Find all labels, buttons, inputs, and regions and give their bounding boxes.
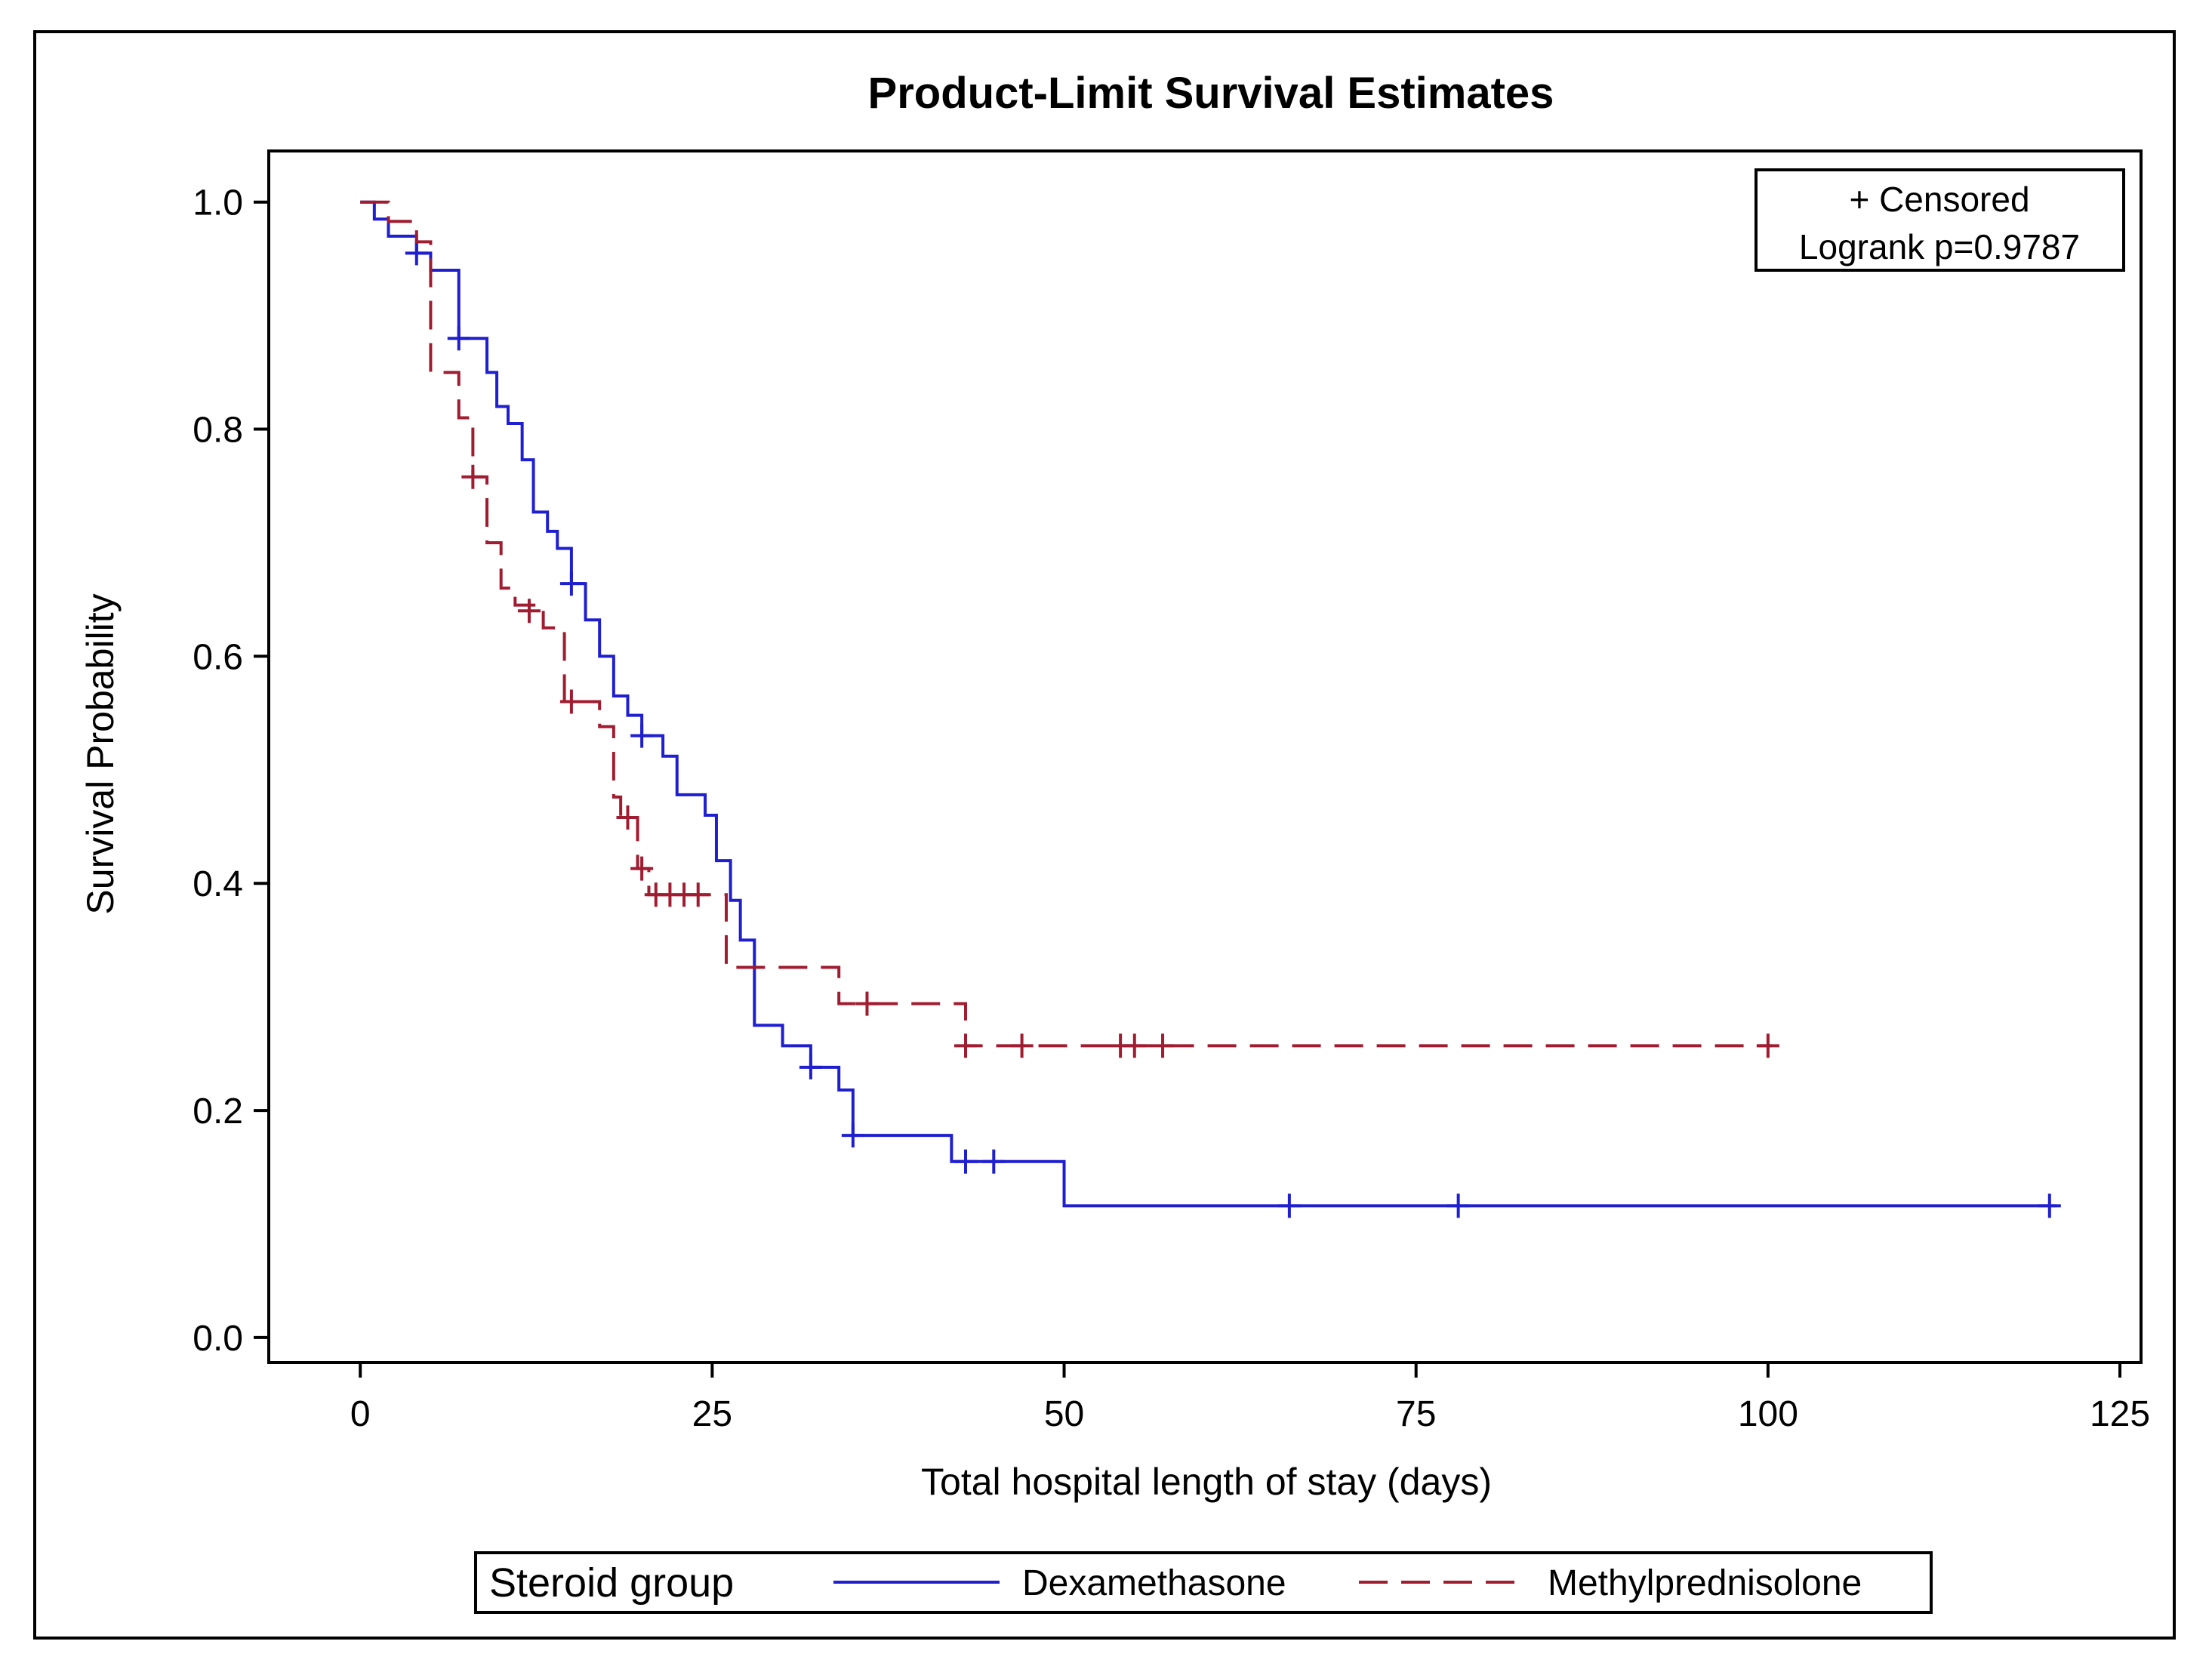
methylprednisolone-censor-mark: [1123, 1033, 1146, 1058]
x-tick-label: 75: [1396, 1394, 1436, 1434]
x-axis-label: Total hospital length of stay (days): [921, 1461, 1492, 1503]
dexamethasone-curve: [360, 200, 2057, 1208]
methylprednisolone-censor-mark: [855, 991, 879, 1016]
methylprednisolone-censor-mark: [461, 464, 485, 489]
methylprednisolone-censor-mark: [686, 882, 710, 907]
dexamethasone-censor-mark: [982, 1149, 1006, 1174]
legend-frame: [474, 1551, 1933, 1614]
methylprednisolone-censor-mark: [630, 856, 654, 881]
dexamethasone-censor-mark: [559, 571, 583, 596]
legend-title: Steroid group: [489, 1560, 734, 1606]
dexamethasone-censor-mark: [1277, 1193, 1301, 1218]
y-axis-label: Survival Probability: [79, 593, 122, 914]
survival-chart: Product-Limit Survival Estimates 0.00.20…: [79, 69, 2150, 1614]
series-layer: [360, 200, 2061, 1218]
methylprednisolone-censor-mark: [1151, 1033, 1175, 1058]
legend: Steroid group Dexamethasone Methylpredni…: [474, 1551, 1933, 1614]
x-tick-label: 100: [1738, 1394, 1798, 1434]
y-tick-label: 0.8: [193, 411, 243, 451]
dexamethasone-censor-mark: [2038, 1193, 2061, 1218]
y-tick-label: 0.6: [193, 637, 243, 677]
dexamethasone-censor-mark: [799, 1055, 822, 1079]
methylprednisolone-censor-mark: [1010, 1033, 1034, 1058]
methylprednisolone-curve: [360, 200, 1773, 1048]
dexamethasone-censor-mark: [841, 1123, 864, 1148]
methylprednisolone-censor-mark: [954, 1033, 978, 1058]
legend-dexamethasone-label: Dexamethasone: [1022, 1563, 1286, 1603]
dexamethasone-censor-mark: [1446, 1193, 1470, 1218]
x-tick-label: 125: [2090, 1394, 2150, 1434]
inset-box: + Censored Logrank p=0.9787: [1755, 168, 2125, 272]
figure-frame: Product-Limit Survival Estimates 0.0 0.2 0…: [33, 30, 2176, 1640]
y-tick-label: 0.4: [193, 864, 243, 904]
y-tick-label: 0.0: [193, 1319, 243, 1359]
methylprednisolone-censor-mark: [1756, 1033, 1779, 1058]
inset-box-frame: [1755, 168, 2125, 272]
dexamethasone-censor-mark: [405, 241, 428, 266]
plot-area-frame: [267, 149, 2143, 1364]
methylprednisolone-censor-mark: [559, 689, 583, 714]
legend-methylprednisolone-label: Methylprednisolone: [1548, 1563, 1862, 1603]
dexamethasone-censor-mark: [954, 1149, 978, 1174]
y-tick-label: 0.2: [193, 1092, 243, 1132]
methylprednisolone-censor-mark: [616, 805, 639, 830]
dexamethasone-censor-mark: [630, 723, 654, 748]
x-tick-label: 50: [1044, 1394, 1084, 1434]
dexamethasone-censor-mark: [447, 326, 470, 351]
x-tick-label: 25: [692, 1394, 732, 1434]
chart-title: Product-Limit Survival Estimates: [868, 69, 1554, 118]
inset-censored-label: + Censored: [1849, 180, 2029, 219]
methylprednisolone-censor-mark: [517, 599, 541, 624]
inset-logrank-label: Logrank p=0.9787: [1799, 227, 2080, 266]
x-axis: 0 25 50 75 100 125: [350, 1363, 2150, 1434]
x-tick-label: 0: [350, 1394, 371, 1434]
y-tick-label: 1.0: [193, 183, 243, 223]
y-axis: 0.0 0.2 0.4 0.6 0.8 1.0: [193, 183, 269, 1359]
